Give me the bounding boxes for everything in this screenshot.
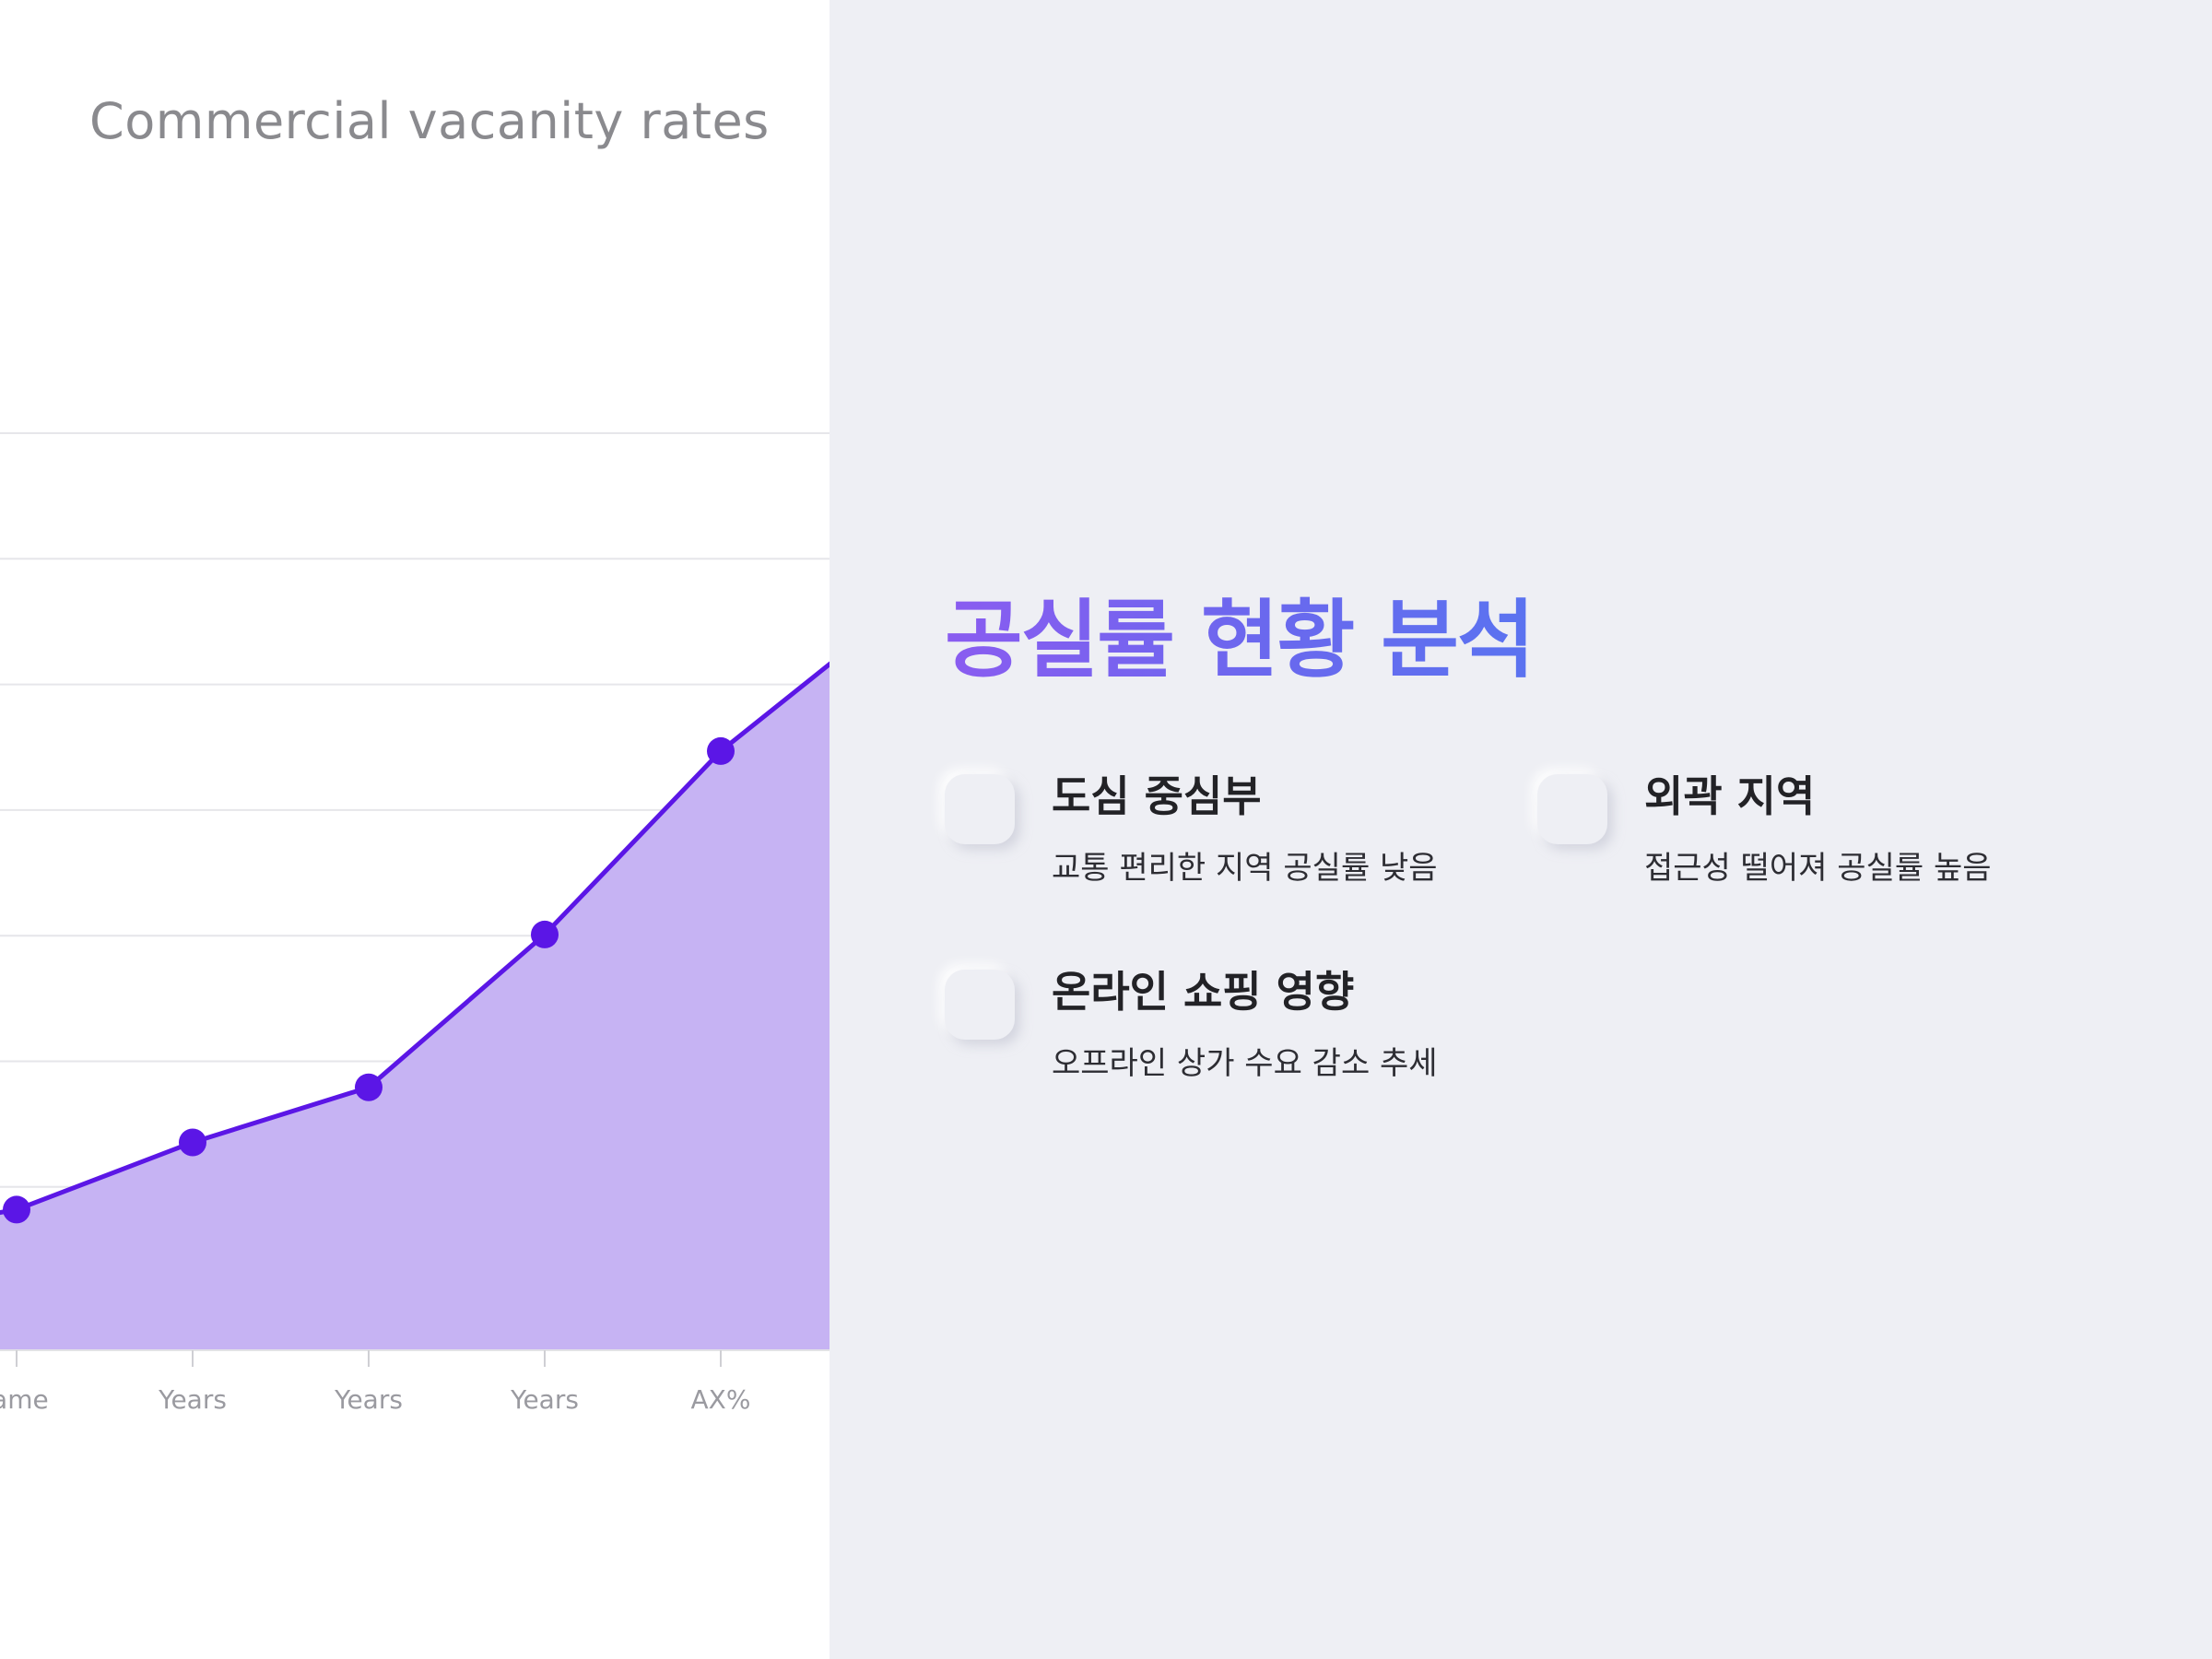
feature-description: 접근성 떨어져 공실률 높음 [1644,850,1992,887]
chart-panel: lame Years Years Years AX% Commercial vacani… [0,0,830,1659]
feature-title: 외곽 지역 [1644,771,1816,821]
checkbox-icon[interactable] [1537,774,1607,844]
x-tick-label: Years [334,1384,403,1415]
area-fill [0,664,830,1350]
data-point [531,920,559,948]
feature-suburbs: 외곽 지역 접근성 떨어져 공실률 높음 [1537,763,2109,892]
feature-description: 교통 편리한 지역 공실률 낮음 [1052,850,1438,887]
chart-title: Commercial vacanity rates [89,92,770,150]
feature-online-shopping: 온라인 쇼핑 영향 오프라인 상가 수요 감소 추세 [945,959,1516,1088]
x-tick-label: Years [158,1384,227,1415]
feature-title: 도심 중심부 [1052,771,1262,821]
feature-description: 오프라인 상가 수요 감소 추세 [1052,1045,1438,1082]
data-point [3,1195,30,1224]
x-tick-label: lame [0,1384,49,1415]
checkbox-icon[interactable] [945,774,1015,844]
feature-title: 온라인 쇼핑 영향 [1052,967,1355,1017]
x-tick-label: AX% [691,1384,751,1415]
feature-downtown: 도심 중심부 교통 편리한 지역 공실률 낮음 [945,763,1516,892]
data-point [355,1073,382,1101]
x-tick-label: Years [510,1384,579,1415]
page-title: 공실률 현황 분석 [945,571,1535,694]
analysis-panel: 공실률 현황 분석 도심 중심부 교통 편리한 지역 공실률 낮음 외곽 지역 … [830,0,2212,1659]
data-point [707,736,735,765]
vacancy-area-chart: lame Years Years Years AX% [0,432,830,1415]
data-point [179,1128,206,1157]
checkbox-icon[interactable] [945,970,1015,1040]
